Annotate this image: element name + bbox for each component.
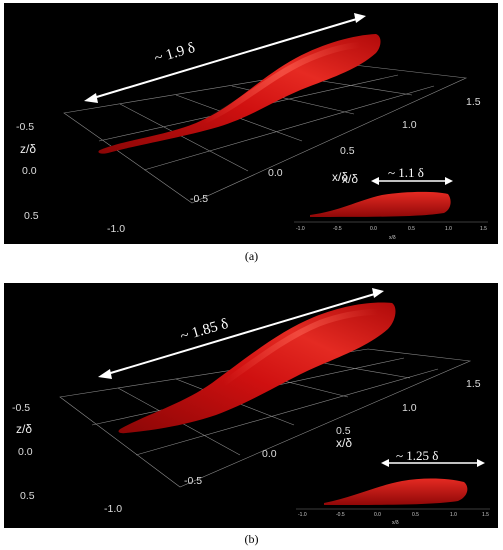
inset-tick-4: 0.5 [408,226,415,232]
z-tick-1: -0.5 [12,402,30,414]
panel-b-plot: ~ 1.85 δ -0.5 0.0 0.5 z/δ -1.0 -0.5 0.0 … [12,288,490,526]
inset-tick-3: 0.0 [370,226,377,232]
x-axis-label: x/δ [336,436,352,450]
z-axis-label: z/δ [20,142,36,156]
inset-tick-1: -1.0 [298,512,307,518]
caption-b: (b) [244,532,259,546]
x-axis-label: x/δ [332,170,348,184]
panel-a-plot: ~ 1.9 δ -0.5 0.0 0.5 z/δ -1.0 -0.5 0.0 0… [16,13,488,241]
length-arrow-main [98,288,384,379]
panel-b-figure: ~ 1.85 δ -0.5 0.0 0.5 z/δ -1.0 -0.5 0.0 … [4,283,498,528]
inset-tick-6: 1.5 [480,226,487,232]
x-tick-5: 1.0 [402,119,417,131]
length-label-main: ~ 1.9 δ [153,40,197,67]
x-tick-4: 0.5 [340,145,355,157]
caption-a: (a) [244,249,259,263]
x-tick-2: -0.5 [190,193,208,205]
inset-tick-4: 0.5 [412,512,419,518]
vortex-structure [118,302,396,434]
inset-axis-label: x/δ [392,520,399,526]
length-arrow-main [84,13,366,103]
z-tick-3: 0.5 [20,490,35,502]
inset-tick-6: 1.5 [482,512,489,518]
x-tick-5: 1.0 [402,402,417,414]
x-tick-1: -1.0 [104,503,122,515]
inset-axis-label: x/δ [389,235,396,241]
z-tick-3: 0.5 [24,210,39,222]
panel-a-figure: ~ 1.9 δ -0.5 0.0 0.5 z/δ -1.0 -0.5 0.0 0… [4,3,498,244]
inset-side-view: ~ 1.25 δ -1.0 -0.5 0.0 0.5 1.0 1.5 x/δ [296,448,490,526]
inset-tick-1: -1.0 [296,226,305,232]
z-tick-2: 0.0 [18,446,33,458]
x-tick-6: 1.5 [466,378,481,390]
inset-tick-3: 0.0 [374,512,381,518]
x-tick-2: -0.5 [184,475,202,487]
x-tick-6: 1.5 [466,96,481,108]
x-tick-3: 0.0 [268,167,283,179]
inset-length-label: ~ 1.1 δ [388,165,424,180]
x-tick-1: -1.0 [107,223,125,235]
vortex-structure [98,34,381,154]
z-axis-label: z/δ [16,422,32,436]
inset-side-view: ~ 1.1 δ -1.0 -0.5 0.0 0.5 1.0 1.5 x/δ [294,165,488,241]
inset-tick-2: -0.5 [336,512,345,518]
inset-length-label: ~ 1.25 δ [396,448,438,463]
z-tick-1: -0.5 [16,121,34,133]
x-tick-3: 0.0 [262,448,277,460]
inset-top-axis-label: x/δ [342,172,358,186]
inset-tick-5: 1.0 [450,512,457,518]
inset-tick-2: -0.5 [333,226,342,232]
z-tick-2: 0.0 [22,165,37,177]
inset-tick-5: 1.0 [445,226,452,232]
x-tick-4: 0.5 [336,425,351,437]
